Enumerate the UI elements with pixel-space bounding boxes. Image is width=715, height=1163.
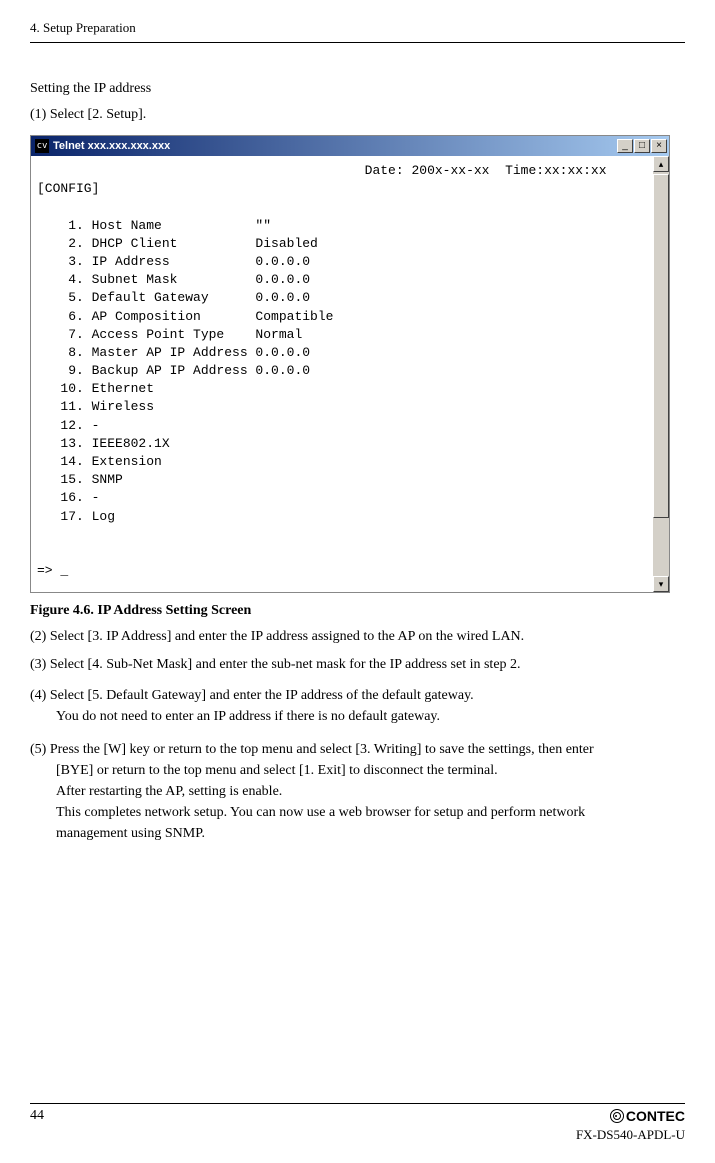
step-4-line-1: (4) Select [5. Default Gateway] and ente… <box>56 685 685 706</box>
terminal-window: cv Telnet xxx.xxx.xxx.xxx _ □ × Date: 20… <box>30 135 670 593</box>
titlebar-left: cv Telnet xxx.xxx.xxx.xxx <box>35 139 170 153</box>
window-title: Telnet xxx.xxx.xxx.xxx <box>53 140 170 152</box>
close-button[interactable]: × <box>651 139 667 153</box>
scroll-thumb[interactable] <box>653 174 669 518</box>
step-5-line-2: [BYE] or return to the top menu and sele… <box>56 763 498 778</box>
step-4: (4) Select [5. Default Gateway] and ente… <box>30 685 685 727</box>
maximize-button[interactable]: □ <box>634 139 650 153</box>
step-3: (3) Select [4. Sub-Net Mask] and enter t… <box>30 657 685 673</box>
step-5-line-1: (5) Press the [W] key or return to the t… <box>56 739 685 760</box>
terminal-icon: cv <box>35 139 49 153</box>
step-5-line-3: After restarting the AP, setting is enab… <box>56 784 282 799</box>
terminal-body-wrap: Date: 200x-xx-xx Time:xx:xx:xx [CONFIG] … <box>31 156 669 592</box>
scroll-down-button[interactable]: ▾ <box>653 576 669 592</box>
model-number: FX-DS540-APDL-U <box>576 1127 685 1143</box>
scroll-up-button[interactable]: ▴ <box>653 156 669 172</box>
scrollbar[interactable]: ▴ ▾ <box>653 156 669 592</box>
titlebar: cv Telnet xxx.xxx.xxx.xxx _ □ × <box>31 136 669 156</box>
figure-caption: Figure 4.6. IP Address Setting Screen <box>30 603 685 619</box>
step-1: (1) Select [2. Setup]. <box>30 107 685 123</box>
page-number: 44 <box>30 1108 44 1143</box>
section-title: Setting the IP address <box>30 81 685 97</box>
window-controls: _ □ × <box>617 139 667 153</box>
minimize-button[interactable]: _ <box>617 139 633 153</box>
page-footer: 44 CONTEC FX-DS540-APDL-U <box>30 1103 685 1143</box>
step-4-line-2: You do not need to enter an IP address i… <box>56 709 440 724</box>
contec-logo: CONTEC <box>610 1108 685 1124</box>
page-header: 4. Setup Preparation <box>30 20 685 43</box>
step-2: (2) Select [3. IP Address] and enter the… <box>30 629 685 645</box>
step-5-line-5: management using SNMP. <box>56 826 205 841</box>
step-5-line-4: This completes network setup. You can no… <box>56 805 585 820</box>
step-5: (5) Press the [W] key or return to the t… <box>30 739 685 844</box>
scroll-track[interactable] <box>653 172 669 576</box>
contec-mark-icon <box>610 1109 624 1123</box>
contec-text: CONTEC <box>626 1108 685 1124</box>
terminal-content: Date: 200x-xx-xx Time:xx:xx:xx [CONFIG] … <box>31 156 653 592</box>
footer-right: CONTEC FX-DS540-APDL-U <box>576 1108 685 1143</box>
